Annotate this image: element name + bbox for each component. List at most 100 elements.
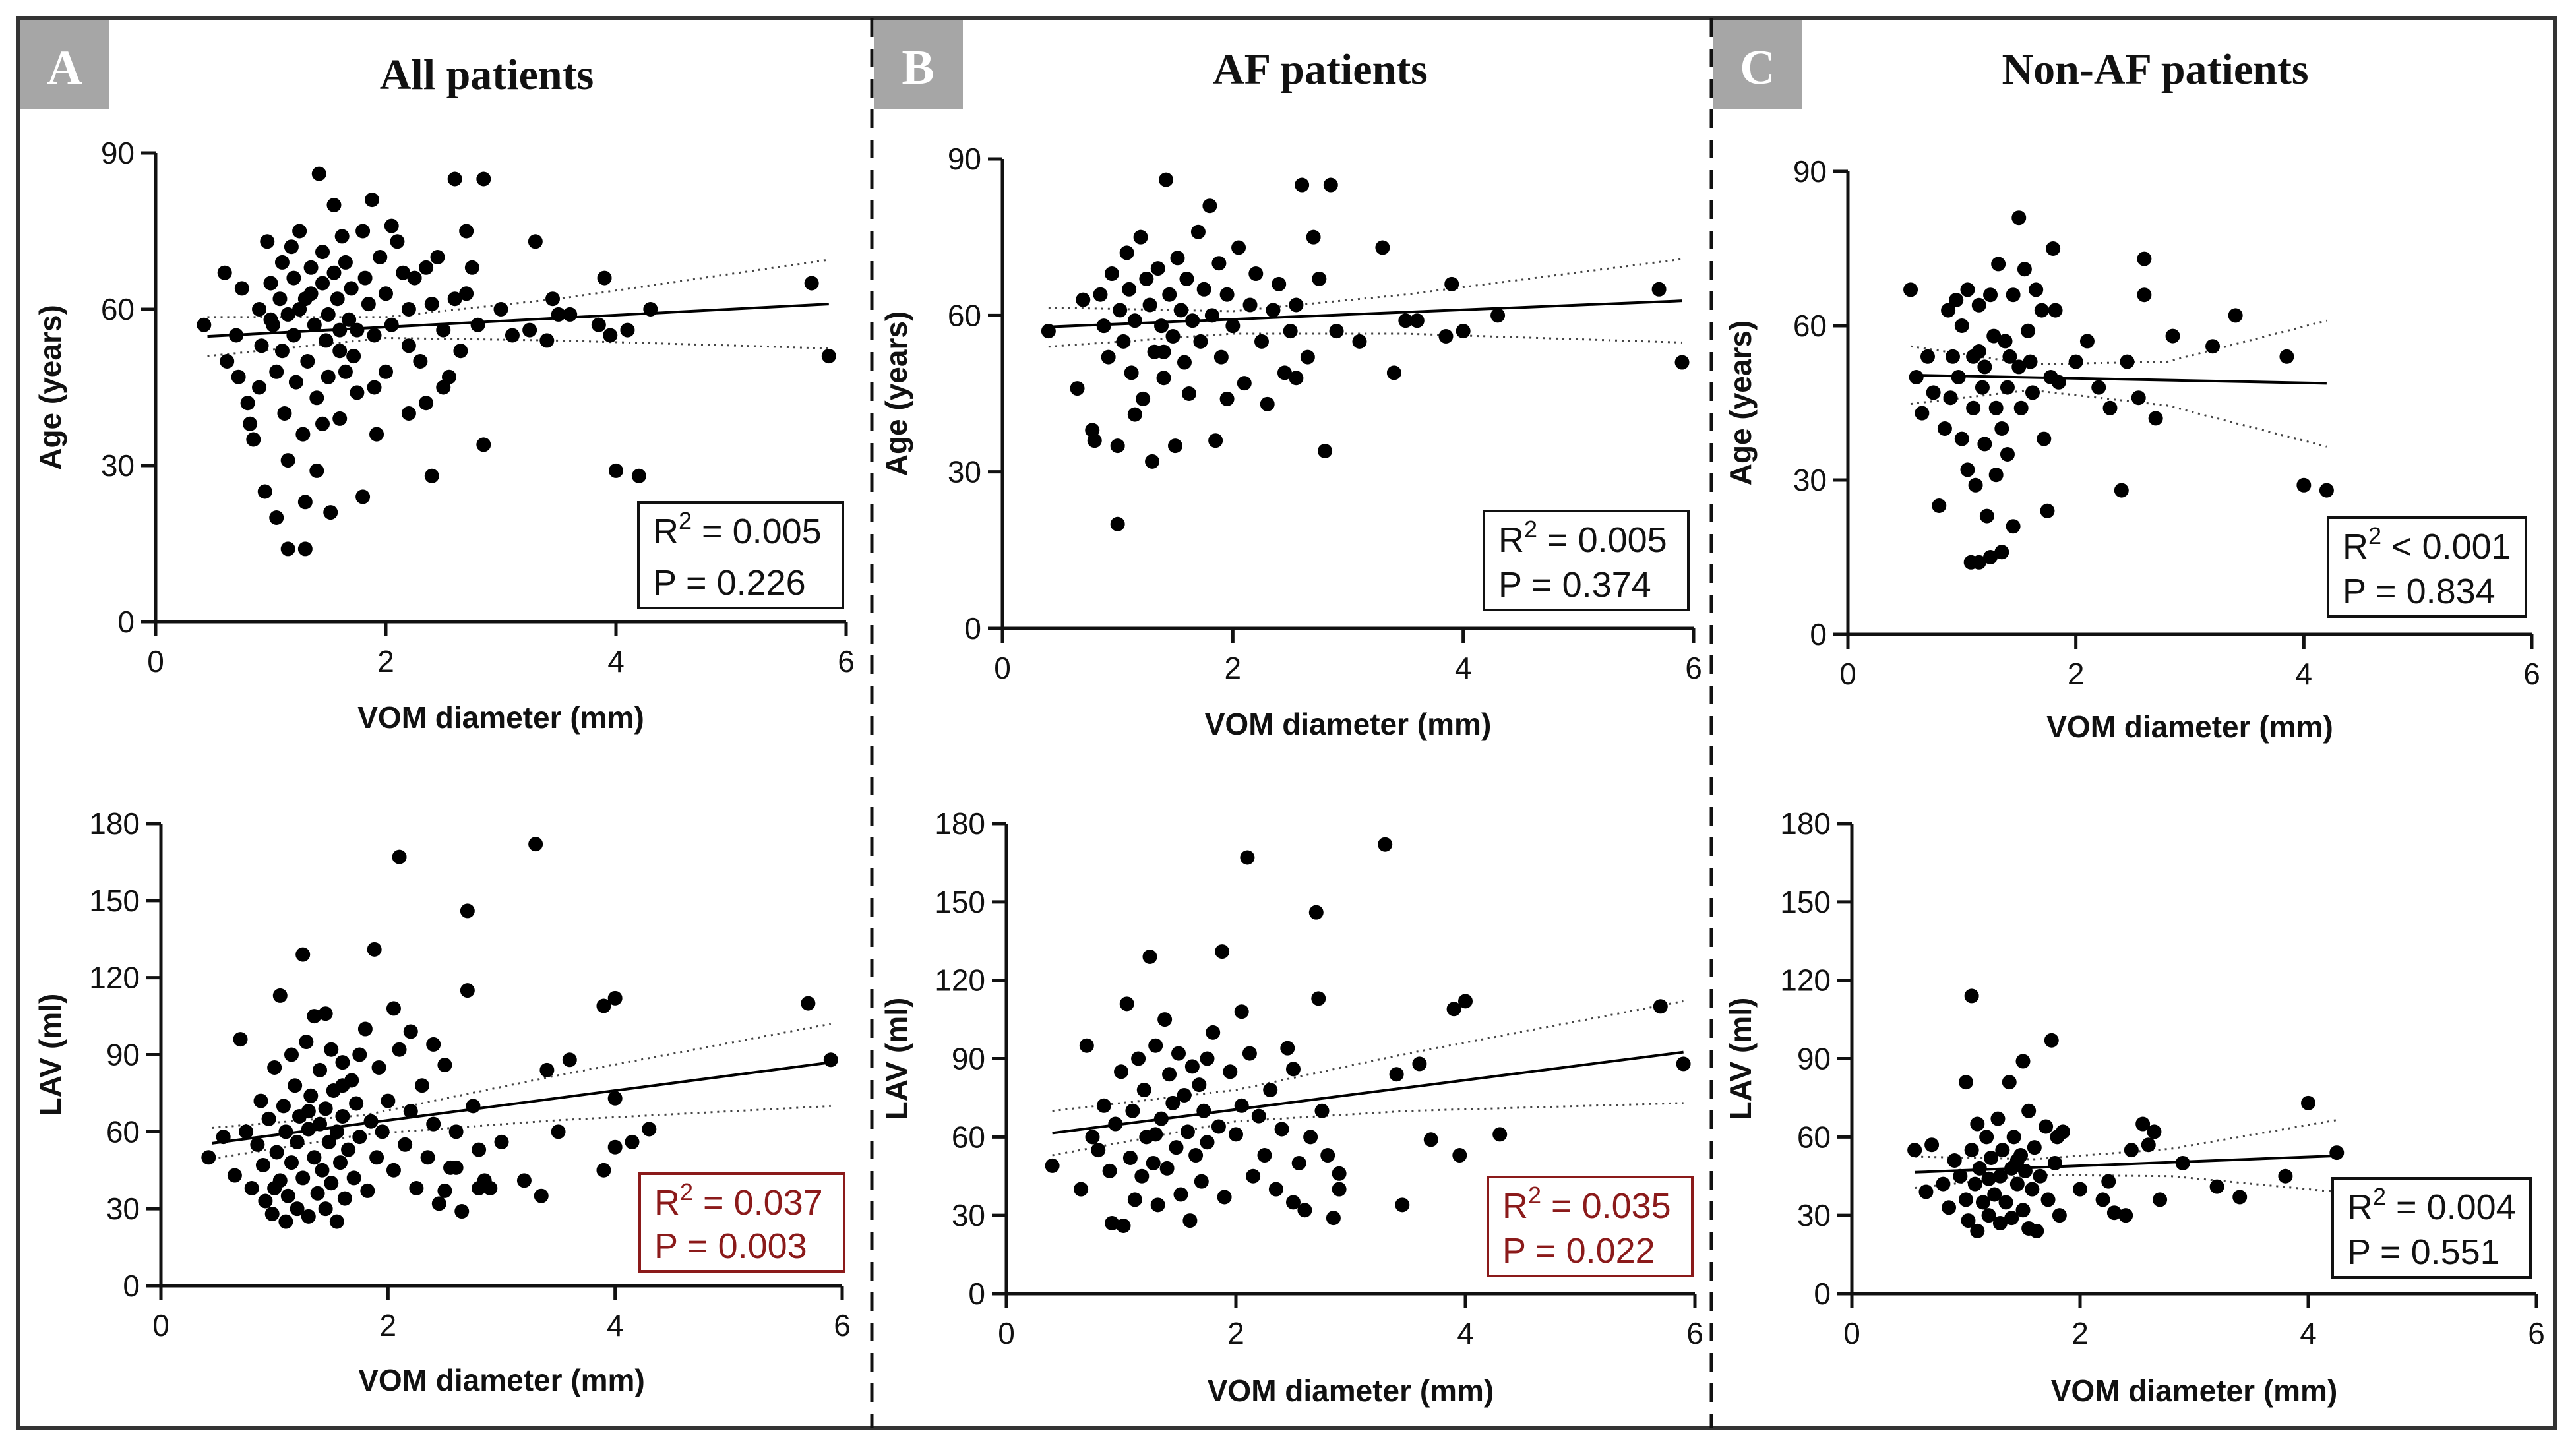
data-point-a-age (254, 338, 269, 353)
data-point-c-age (1991, 257, 2006, 272)
data-point-b-lav (1492, 1127, 1508, 1142)
data-point-b-age (1076, 292, 1091, 307)
data-point-b-lav (1173, 1187, 1188, 1202)
data-point-c-age (2011, 359, 2027, 375)
y-tick-label-b-lav: 90 (952, 1042, 985, 1076)
x-tick-label-b-age: 0 (994, 651, 1011, 685)
data-point-a-age (197, 317, 212, 332)
data-point-c-age (2037, 431, 2052, 446)
data-point-c-age (2021, 323, 2036, 338)
data-point-a-age (315, 416, 330, 431)
chart-c-age: 0 30 60 90 0 2 4 6 VOM diameter (mm) Age (years) R… (1723, 154, 2540, 744)
data-point-c-lav (2301, 1095, 2315, 1110)
data-point-b-age (1398, 313, 1413, 328)
data-point-c-lav (1972, 1161, 1987, 1176)
data-point-c-age (2011, 210, 2027, 226)
y-axis-label-a-age: Age (years) (33, 305, 67, 470)
data-point-b-age (1323, 177, 1338, 193)
chart-b-age: 0 30 60 90 0 2 4 6 VOM diameter (mm) Age (years) R… (879, 142, 1702, 741)
data-point-c-age (1915, 406, 1930, 421)
data-point-c-age (1968, 477, 1983, 493)
data-point-b-lav (1676, 1056, 1691, 1072)
data-point-c-lav (1987, 1187, 2002, 1202)
data-point-b-age (1208, 433, 1223, 448)
r-squared-value: < 0.001 (2381, 527, 2511, 566)
data-point-a-age (424, 297, 439, 312)
y-tick-label-a-lav: 180 (89, 806, 140, 841)
data-point-b-lav (1136, 1083, 1151, 1098)
data-point-b-age (1190, 224, 1206, 239)
data-point-b-lav (1131, 1051, 1146, 1066)
data-point-a-lav (239, 1124, 254, 1139)
data-point-b-lav (1326, 1211, 1341, 1226)
data-point-a-lav (310, 1186, 325, 1201)
data-point-a-age (234, 281, 249, 296)
data-point-a-age (476, 171, 491, 187)
data-point-b-lav (1116, 1219, 1131, 1234)
data-point-c-age (1949, 293, 1964, 307)
data-point-a-age (350, 322, 365, 338)
data-point-a-lav (534, 1188, 549, 1203)
data-point-c-age (2120, 354, 2135, 369)
data-point-b-age (1277, 365, 1292, 380)
data-point-b-age (1272, 276, 1287, 291)
panel-title-b: AF patients (1213, 45, 1428, 94)
ci-upper-band-a-age (207, 258, 830, 318)
data-point-a-lav (448, 1124, 464, 1139)
data-point-a-lav (233, 1032, 248, 1047)
data-point-a-lav (301, 1104, 316, 1119)
data-point-a-age (321, 369, 336, 384)
data-point-a-age (330, 291, 345, 307)
regression-line-b-lav (1052, 1050, 1684, 1135)
data-point-b-lav (1297, 1203, 1312, 1218)
data-point-b-age (1133, 229, 1148, 245)
data-point-a-age (220, 354, 235, 369)
data-point-a-lav (414, 1078, 429, 1093)
data-point-c-lav (2278, 1168, 2293, 1184)
r-squared-text-c-age: R2 < 0.001 (2343, 522, 2511, 566)
p-value-text-c-age: P = 0.834 (2343, 572, 2496, 611)
data-point-b-age (1196, 282, 1211, 297)
data-point-c-lav (2232, 1190, 2248, 1205)
data-point-c-lav (1959, 1075, 1973, 1090)
y-tick-label-c-age: 0 (1810, 617, 1827, 651)
data-point-b-age (1165, 328, 1181, 344)
data-point-a-lav (280, 1188, 295, 1203)
x-tick-label-a-lav: 4 (607, 1308, 624, 1343)
data-point-a-lav (278, 1214, 293, 1229)
panel-letter-box-b (874, 20, 963, 109)
x-tick-label-c-age: 2 (2068, 657, 2085, 691)
y-tick-label-a-age: 30 (101, 448, 135, 483)
data-point-c-lav (2106, 1205, 2122, 1221)
x-tick-label-a-age: 6 (838, 644, 855, 679)
data-point-a-age (346, 349, 361, 364)
data-point-a-lav (403, 1104, 418, 1119)
data-point-a-lav (346, 1170, 361, 1186)
data-point-b-age (1202, 198, 1217, 214)
data-point-a-lav (607, 1091, 623, 1106)
data-point-a-lav (253, 1093, 268, 1108)
data-point-c-lav (2101, 1174, 2116, 1189)
data-point-b-lav (1102, 1163, 1117, 1178)
data-point-c-lav (2006, 1130, 2021, 1145)
data-point-a-lav (269, 1145, 284, 1160)
data-point-a-age (545, 291, 561, 307)
data-point-b-age (1136, 391, 1151, 406)
data-point-b-age (1254, 334, 1269, 349)
data-point-a-lav (267, 1181, 282, 1196)
data-point-a-lav (460, 903, 475, 919)
data-point-a-lav (539, 1062, 555, 1077)
data-point-a-lav (349, 1096, 364, 1111)
data-point-a-age (280, 307, 295, 322)
x-tick-label-c-age: 0 (1839, 657, 1856, 691)
data-point-a-lav (295, 1170, 311, 1186)
data-point-b-age (1248, 266, 1264, 282)
stats-box-b-age (1483, 510, 1690, 611)
data-point-b-lav (1150, 1197, 1165, 1213)
data-point-a-lav (426, 1116, 441, 1132)
data-point-a-lav (255, 1157, 270, 1172)
data-point-c-lav (2004, 1211, 2019, 1226)
data-point-a-lav (375, 1124, 390, 1139)
data-point-b-age (1181, 386, 1196, 401)
